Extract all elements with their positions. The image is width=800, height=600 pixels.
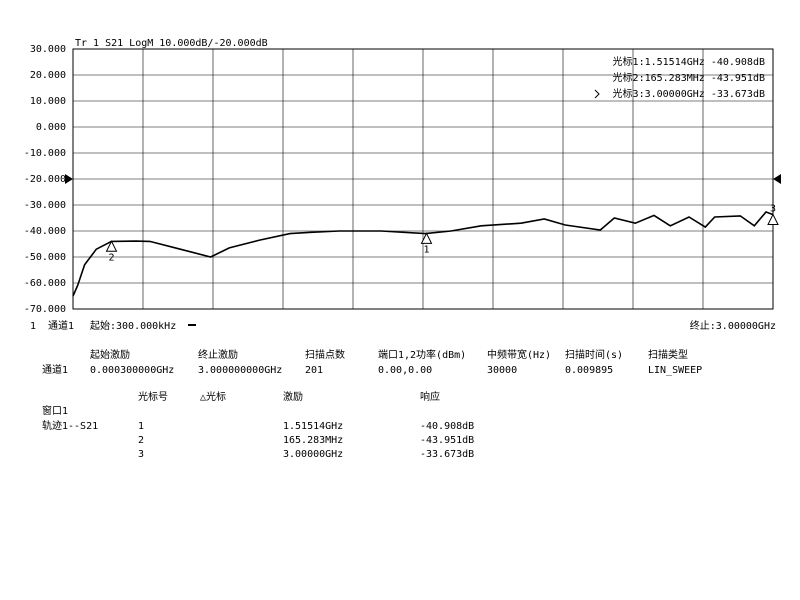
stop-freq: 终止:3.00000GHz — [690, 319, 776, 332]
trace-title: Tr 1 S21 LogM 10.000dB/-20.000dB — [75, 38, 268, 49]
cell: 3 — [138, 449, 144, 460]
cell: -33.673dB — [420, 449, 474, 460]
cell: 3.000000000GHz — [198, 365, 282, 376]
ref-marker — [773, 174, 781, 184]
trace — [72, 211, 774, 297]
y-tick-label: -40.000 — [24, 226, 66, 237]
marker-readout: 光标1:1.51514GHz -40.908dB — [613, 55, 765, 68]
cell: 1.51514GHz — [283, 421, 343, 432]
header: 光标号 — [138, 390, 168, 403]
header: △光标 — [200, 390, 226, 403]
cell: 0.000300000GHz — [90, 365, 174, 376]
marker — [767, 213, 779, 226]
active-marker-indicator — [594, 89, 600, 99]
header: 扫描点数 — [305, 348, 345, 361]
marker — [105, 240, 118, 252]
window-label: 窗口1 — [42, 404, 68, 417]
channel: 通道1 — [48, 319, 74, 332]
ref-marker — [65, 174, 73, 184]
y-tick-label: -10.000 — [24, 148, 66, 159]
marker — [420, 232, 433, 244]
row-label: 通道1 — [42, 363, 68, 376]
y-tick-label: -50.000 — [24, 252, 66, 263]
start-freq: 起始:300.000kHz — [90, 319, 176, 332]
y-tick-label: 0.000 — [36, 122, 66, 133]
y-tick-label: -30.000 — [24, 200, 66, 211]
y-tick-label: 10.000 — [30, 96, 66, 107]
marker-label: 1 — [423, 244, 429, 255]
header: 中频带宽(Hz) — [487, 348, 551, 361]
header: 扫描类型 — [648, 348, 688, 361]
marker-label: 3 — [770, 204, 776, 215]
cell: -40.908dB — [420, 421, 474, 432]
y-tick-label: -20.000 — [24, 174, 66, 185]
cell: -43.951dB — [420, 435, 474, 446]
header: 端口1,2功率(dBm) — [378, 348, 466, 361]
cell: 1 — [138, 421, 144, 432]
cell: 165.283MHz — [283, 435, 343, 446]
cell: LIN_SWEEP — [648, 365, 702, 376]
window-number: 1 — [30, 321, 36, 332]
marker-table: 光标号 △光标 激励 响应 窗口1 轨迹1--S21 1 1.51514GHz … — [42, 390, 474, 460]
header: 响应 — [420, 390, 440, 403]
cell: 30000 — [487, 365, 517, 376]
marker-label: 2 — [108, 252, 114, 263]
y-tick-label: -70.000 — [24, 304, 66, 315]
y-tick-label: -60.000 — [24, 278, 66, 289]
marker-readout: 光标2:165.283MHz -43.951dB — [613, 71, 765, 84]
cell: 2 — [138, 435, 144, 446]
y-tick-label: 30.000 — [30, 44, 66, 55]
y-tick-label: 20.000 — [30, 70, 66, 81]
marker-readout: 光标3:3.00000GHz -33.673dB — [613, 87, 765, 100]
trace-label: 轨迹1--S21 — [42, 419, 98, 432]
cell: 0.009895 — [565, 365, 613, 376]
cell: 3.00000GHz — [283, 449, 343, 460]
cell: 201 — [305, 365, 323, 376]
header: 终止激励 — [198, 348, 238, 361]
header: 激励 — [283, 390, 303, 403]
settings-table: 起始激励 终止激励 扫描点数 端口1,2功率(dBm) 中频带宽(Hz) 扫描时… — [42, 348, 702, 376]
header: 扫描时间(s) — [565, 348, 623, 361]
header: 起始激励 — [90, 348, 130, 361]
cell: 0.00,0.00 — [378, 365, 432, 376]
